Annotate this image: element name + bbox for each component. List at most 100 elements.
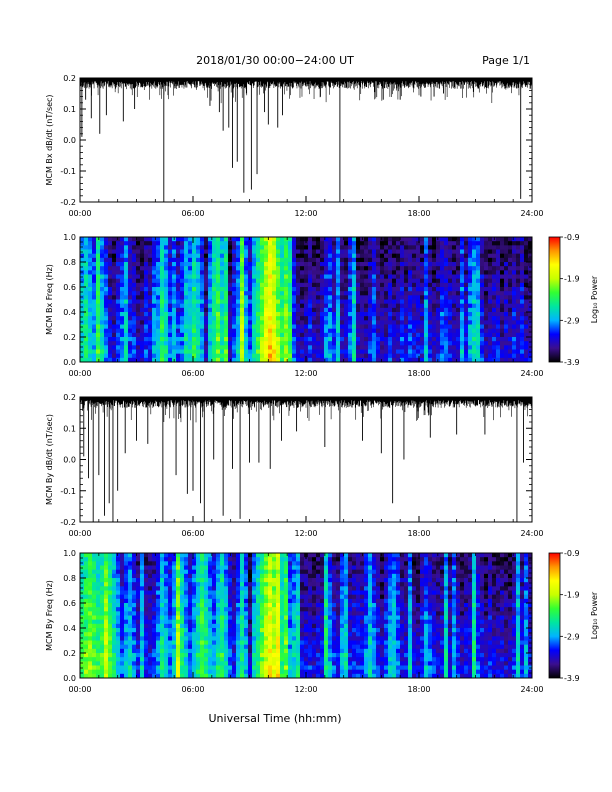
y-tick-label: 0.2 [63,393,76,402]
spectrogram-cell [396,324,401,330]
spectrogram-cell [372,307,377,313]
spectrogram-cell [232,594,237,600]
spectrogram-cell [140,241,145,246]
spectrogram-cell [164,565,169,571]
spectrogram-cell [524,287,529,292]
spectrogram-cell [344,266,349,271]
spectrogram-cell [232,657,237,662]
spectrogram-cell [444,278,449,284]
spectrogram-cell [300,266,305,271]
spectrogram-cell [104,594,109,600]
spectrogram-cell [160,573,165,579]
spectrogram-cell [500,278,505,284]
spectrogram-cell [204,253,209,259]
spectrogram-cell [208,569,213,575]
spectrogram-cell [256,295,261,300]
spectrogram-cell [500,341,505,346]
spectrogram-cell [172,320,177,325]
spectrogram-cell [108,586,113,591]
spectrogram-cell [484,274,489,280]
spectrogram-cell [288,349,293,355]
spectrogram-cell [312,345,317,350]
spectrogram-cell [144,253,149,259]
spectrogram-cell [320,295,325,300]
spectrogram-cell [120,598,125,604]
spectrogram-cell [220,337,225,342]
spectrogram-cell [84,569,89,575]
spectrogram-cell [220,328,225,334]
spectrogram-cell [500,291,505,296]
spectrogram-cell [200,669,205,675]
spectrogram-cell [164,262,169,267]
spectrogram-cell [460,249,465,255]
spectrogram-cell [528,287,533,292]
spectrogram-cell [428,282,433,288]
spectrogram-cell [124,569,129,575]
spectrogram-cell [280,295,285,300]
spectrogram-cell [200,262,205,267]
spectrogram-cell [328,262,333,267]
spectrogram-cell [464,307,469,313]
spectrogram-cell [124,316,129,321]
spectrogram-cell [80,653,85,658]
spectrogram-cell [156,653,161,658]
spectrogram-cell [512,349,517,355]
spectrogram-cell [460,316,465,321]
spectrogram-cell [232,357,237,363]
spectrogram-cell [164,332,169,338]
spectrogram-cell [484,320,489,325]
spectrogram-cell [368,324,373,330]
spectrogram-cell [136,648,141,654]
spectrogram-cell [396,299,401,305]
spectrogram-cell [116,661,121,666]
spectrogram-cell [164,603,169,608]
spectrogram-cell [108,607,113,612]
spectrogram-cell [436,278,441,284]
spectrogram-cell [132,337,137,342]
spectrogram-cell [304,332,309,338]
spectrogram-cell [176,615,181,621]
spectrogram-cell [184,278,189,284]
spectrogram-cell [212,241,217,246]
spectrogram-cell [276,291,281,296]
spectrogram-cell [104,657,109,662]
spectrogram-cell [92,636,97,641]
spectrogram-cell [408,328,413,334]
spectrogram-cell [272,328,277,334]
spectrogram-cell [396,274,401,280]
spectrogram-cell [528,316,533,321]
spectrogram-cell [232,270,237,275]
spectrogram-cell [136,615,141,621]
spectrogram-cell [456,266,461,271]
spectrogram-cell [204,241,209,246]
spectrogram-cell [124,349,129,355]
spectrogram-cell [316,287,321,292]
spectrogram-cell [128,561,133,566]
spectrogram-cell [288,253,293,259]
spectrogram-cell [220,640,225,646]
spectrogram-cell [80,573,85,579]
spectrogram-cell [388,316,393,321]
spectrogram-cell [196,262,201,267]
spectrogram-cell [468,278,473,284]
spectrogram-cell [508,307,513,313]
y-tick-label: 0.1 [63,105,76,114]
spectrogram-cell [304,295,309,300]
spectrogram-cell [456,241,461,246]
spectrogram-cell [264,287,269,292]
spectrogram-cell [424,257,429,263]
spectrogram-cell [400,341,405,346]
spectrogram-cell [176,644,181,650]
spectrogram-cell [80,262,85,267]
spectrogram-cell [492,337,497,342]
spectrogram-cell [120,278,125,284]
spectrogram-cell [284,262,289,267]
spectrogram-cell [280,357,285,363]
spectrogram-cell [512,253,517,259]
spectrogram-cell [264,332,269,338]
spectrogram-cell [512,278,517,284]
spectrogram-cell [380,241,385,246]
spectrogram-cell [164,632,169,637]
spectrogram-cell [372,357,377,363]
spectrogram-cell [460,291,465,296]
